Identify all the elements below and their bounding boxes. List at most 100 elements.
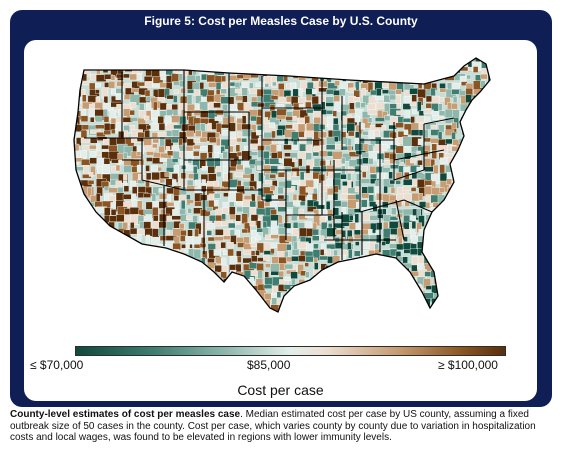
county-cell <box>419 58 429 65</box>
county-cell <box>430 87 436 97</box>
county-cell <box>332 110 337 117</box>
county-cell <box>151 283 160 295</box>
county-cell <box>368 255 373 263</box>
county-cell <box>193 89 200 96</box>
county-cell <box>390 292 400 300</box>
county-cell <box>165 277 173 286</box>
county-cell <box>328 311 336 312</box>
county-cell <box>255 250 260 256</box>
county-cell <box>144 276 149 282</box>
county-cell <box>396 68 405 79</box>
county-cell <box>69 145 73 155</box>
county-cell <box>430 242 436 254</box>
county-cell <box>437 213 448 223</box>
county-cell <box>207 58 218 64</box>
county-cell <box>88 292 97 303</box>
county-cell <box>418 193 424 201</box>
county-cell <box>320 145 326 150</box>
county-cell <box>74 181 78 191</box>
county-cell <box>74 284 84 290</box>
county-cell <box>173 276 180 285</box>
county-cell <box>383 257 396 266</box>
county-cell <box>124 270 136 282</box>
county-cell <box>397 285 406 296</box>
county-cell <box>172 209 179 221</box>
county-cell <box>321 60 332 72</box>
county-cell <box>382 283 394 295</box>
county-cell <box>481 89 490 101</box>
county-cell <box>466 305 475 312</box>
county-cell <box>460 299 469 306</box>
county-cell <box>116 313 124 324</box>
county-cell <box>108 81 116 89</box>
county-cell <box>178 276 186 285</box>
county-cell <box>130 257 137 265</box>
county-cell <box>185 215 192 220</box>
county-cell <box>318 131 327 139</box>
county-cell <box>481 108 487 115</box>
county-cell <box>285 314 290 324</box>
county-cell <box>101 292 114 304</box>
county-cell <box>200 230 213 237</box>
county-cell <box>438 103 443 111</box>
county-cell <box>475 313 480 324</box>
county-cell <box>354 180 361 187</box>
county-cell <box>375 200 384 205</box>
county-cell <box>186 150 195 160</box>
county-cell <box>186 311 196 312</box>
county-cell <box>88 222 97 228</box>
county-cell <box>482 264 490 269</box>
county-cell <box>256 298 261 310</box>
county-cell <box>488 277 490 286</box>
county-cell <box>68 286 72 295</box>
county-cell <box>467 173 474 179</box>
county-cell <box>397 298 407 305</box>
county-cell <box>389 179 395 185</box>
county-cell <box>102 164 110 174</box>
county-cell <box>248 297 261 306</box>
county-cell <box>402 297 413 309</box>
county-cell <box>103 278 113 286</box>
county-cell <box>193 58 200 61</box>
county-cell <box>124 264 130 270</box>
county-cell <box>108 257 118 265</box>
county-cell <box>474 258 481 267</box>
county-cell <box>207 312 213 321</box>
county-cell <box>145 256 155 265</box>
county-cell <box>269 201 278 207</box>
county-cell <box>402 256 408 264</box>
county-cell <box>236 313 247 322</box>
county-cell <box>236 61 248 67</box>
county-cell <box>488 248 490 255</box>
county-cell <box>467 124 478 137</box>
county-cell <box>137 304 148 312</box>
county-cell <box>229 297 238 309</box>
county-cell <box>271 61 277 67</box>
county-cell <box>411 58 418 60</box>
county-cell <box>451 227 460 239</box>
county-cell <box>81 284 90 296</box>
county-cell <box>467 237 477 249</box>
county-cell <box>284 138 289 145</box>
county-cell <box>494 305 502 310</box>
county-cell <box>446 292 452 299</box>
county-cell <box>285 228 294 234</box>
county-cell <box>179 186 187 197</box>
county-cell <box>143 193 151 198</box>
county-cell <box>90 117 95 123</box>
county-cell <box>207 300 214 312</box>
county-cell <box>374 278 383 284</box>
county-cell <box>403 193 413 201</box>
county-cell <box>290 271 298 279</box>
county-cell <box>439 220 447 228</box>
county-cell <box>479 80 486 88</box>
county-cell <box>173 200 180 209</box>
county-cell <box>347 270 353 282</box>
county-cell <box>220 88 227 95</box>
county-cell <box>129 102 137 108</box>
county-cell <box>139 103 145 111</box>
county-cell <box>376 263 385 272</box>
county-cell <box>82 144 90 151</box>
county-cell <box>115 58 125 61</box>
county-cell <box>432 115 444 120</box>
